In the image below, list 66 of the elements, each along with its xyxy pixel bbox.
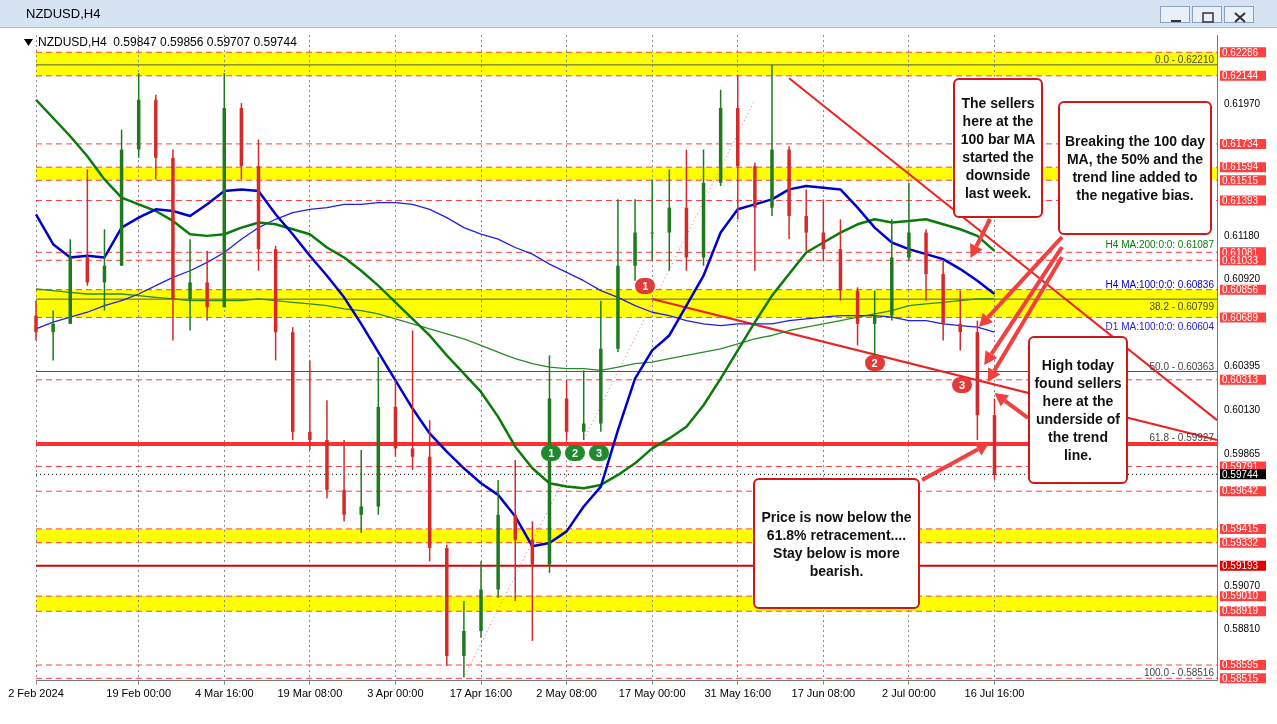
ref-line-label: 0.61393 — [1222, 194, 1259, 206]
ref-line-label: 0.60856 — [1222, 283, 1259, 295]
annotation: 3 — [589, 445, 610, 461]
y-tick-label: 0.60920 — [1224, 272, 1261, 284]
callout: The sellers here at the 100 bar MA started the downside last week. — [953, 78, 1043, 218]
annotation: 2 — [565, 445, 586, 461]
x-tick-label: 17 May 00:00 — [618, 687, 686, 700]
x-tick-label: 3 Apr 00:00 — [367, 687, 424, 700]
x-tick-label: 31 May 16:00 — [704, 687, 772, 700]
annotation: 100.0 - 0.58516 — [1143, 667, 1215, 679]
annotation: 50.0 - 0.60363 — [1149, 360, 1215, 372]
ref-line-label: 0.59193 — [1222, 560, 1259, 571]
x-tick-label: 16 Jul 16:00 — [964, 687, 1025, 700]
ref-line-label: 0.62144 — [1222, 70, 1259, 82]
y-tick-label: 0.59070 — [1224, 579, 1261, 591]
y-tick-label: 0.60130 — [1224, 403, 1261, 415]
y-tick-label: 0.58810 — [1224, 623, 1261, 635]
candlestick — [34, 299, 38, 342]
candlestick — [410, 329, 415, 471]
callout: High today found sellers here at the underside of the trend line. — [1028, 336, 1128, 484]
annotation: 1 — [635, 278, 656, 294]
text: H4 MA:100:0:0: 0.60836 — [1105, 278, 1215, 290]
ref-line-label: 0.58515 — [1222, 672, 1259, 684]
candlestick — [188, 238, 192, 332]
ref-line-label: 0.58919 — [1222, 605, 1259, 617]
annotation: 1 — [541, 445, 562, 461]
x-tick-label: 4 Mar 16:00 — [194, 687, 254, 700]
candlestick — [581, 369, 586, 441]
callout: Breaking the 100 day MA, the 50% and the trend line added to the negative bias. — [1058, 101, 1212, 235]
ref-line-label: 0.58595 — [1222, 659, 1259, 671]
annotation: 38.2 - 0.60799 — [1149, 301, 1215, 313]
annotation: 2 — [864, 355, 885, 371]
ref-line-label: 0.59415 — [1222, 523, 1259, 535]
y-tick-label: 0.59865 — [1224, 447, 1261, 459]
candlestick — [804, 188, 808, 252]
annotation: 61.8 - 0.59927 — [1149, 431, 1215, 443]
callout: Price is now below the 61.8% retracement.... Stay below is more bearish. — [753, 478, 920, 609]
annotation: 0.0 - 0.62210 — [1155, 53, 1215, 65]
ref-line-label: 0.60689 — [1222, 311, 1259, 323]
ref-line-label: 0.60313 — [1222, 374, 1259, 386]
ref-line-label: 0.59332 — [1222, 536, 1259, 548]
chart-subtitle: NZDUSD,H4 0.59847 0.59856 0.59707 0.59744 — [38, 35, 297, 49]
text: H4 MA:200:0:0: 0.61087 — [1105, 238, 1215, 250]
candlestick — [650, 178, 654, 262]
ref-line-label: 0.59642 — [1222, 485, 1259, 497]
x-tick-label: 2 Feb 2024 — [8, 687, 64, 700]
candlestick — [308, 359, 312, 451]
x-tick-label: 2 May 08:00 — [536, 687, 597, 700]
text: D1 MA:100:0:0: 0.60604 — [1105, 321, 1215, 333]
ref-line-label: 0.61594 — [1222, 161, 1259, 173]
candlestick — [51, 309, 55, 362]
candlestick — [359, 449, 363, 534]
y-tick-label: 0.61970 — [1224, 98, 1261, 110]
x-tick-label: 17 Apr 16:00 — [449, 687, 513, 700]
ref-line-label: 0.61734 — [1222, 138, 1259, 150]
x-tick-label: 19 Feb 00:00 — [106, 687, 172, 700]
x-tick-label: 19 Mar 08:00 — [277, 687, 343, 700]
y-tick-label: 0.60395 — [1224, 359, 1261, 371]
ref-line-label: 0.62286 — [1222, 46, 1259, 58]
x-tick-label: 2 Jul 00:00 — [882, 687, 936, 700]
ref-line-label: 0.59010 — [1222, 590, 1259, 602]
x-tick-label: 17 Jun 08:00 — [791, 687, 856, 700]
ref-line-label: 0.61515 — [1222, 174, 1259, 186]
chart-title: NZDUSD,H4 — [0, 0, 1277, 28]
y-tick-label: 0.61180 — [1224, 229, 1260, 241]
annotation: 3 — [951, 377, 972, 393]
